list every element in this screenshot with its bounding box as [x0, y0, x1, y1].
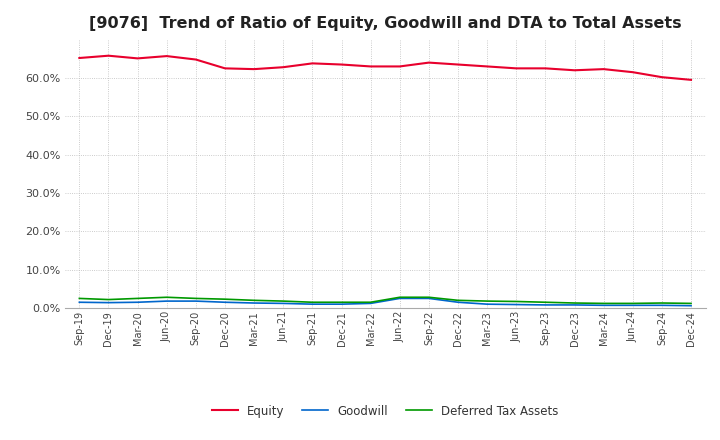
Legend: Equity, Goodwill, Deferred Tax Assets: Equity, Goodwill, Deferred Tax Assets — [207, 400, 564, 422]
Goodwill — [192, 298, 200, 304]
Goodwill — [250, 301, 258, 306]
Goodwill — [337, 301, 346, 307]
Deferred Tax Assets — [483, 298, 492, 304]
Goodwill — [133, 300, 142, 305]
Goodwill — [279, 301, 287, 306]
Equity — [308, 61, 317, 66]
Deferred Tax Assets — [687, 301, 696, 306]
Line: Equity: Equity — [79, 56, 691, 80]
Deferred Tax Assets — [570, 301, 579, 306]
Goodwill — [395, 296, 404, 301]
Equity — [395, 64, 404, 69]
Goodwill — [454, 300, 462, 305]
Equity — [541, 66, 550, 71]
Equity — [75, 55, 84, 61]
Deferred Tax Assets — [163, 295, 171, 300]
Equity — [570, 68, 579, 73]
Goodwill — [512, 302, 521, 307]
Goodwill — [75, 300, 84, 305]
Equity — [454, 62, 462, 67]
Goodwill — [541, 302, 550, 308]
Goodwill — [570, 302, 579, 308]
Deferred Tax Assets — [657, 301, 666, 306]
Deferred Tax Assets — [75, 296, 84, 301]
Line: Deferred Tax Assets: Deferred Tax Assets — [79, 297, 691, 304]
Equity — [163, 53, 171, 59]
Goodwill — [366, 301, 375, 306]
Title: [9076]  Trend of Ratio of Equity, Goodwill and DTA to Total Assets: [9076] Trend of Ratio of Equity, Goodwil… — [89, 16, 682, 32]
Deferred Tax Assets — [192, 296, 200, 301]
Deferred Tax Assets — [512, 299, 521, 304]
Goodwill — [163, 298, 171, 304]
Deferred Tax Assets — [133, 296, 142, 301]
Deferred Tax Assets — [599, 301, 608, 306]
Equity — [512, 66, 521, 71]
Equity — [629, 70, 637, 75]
Equity — [425, 60, 433, 65]
Deferred Tax Assets — [308, 300, 317, 305]
Goodwill — [657, 303, 666, 308]
Equity — [279, 65, 287, 70]
Equity — [687, 77, 696, 82]
Equity — [133, 56, 142, 61]
Deferred Tax Assets — [454, 298, 462, 303]
Equity — [250, 66, 258, 72]
Goodwill — [220, 300, 229, 305]
Goodwill — [687, 303, 696, 308]
Deferred Tax Assets — [425, 295, 433, 300]
Equity — [192, 57, 200, 62]
Deferred Tax Assets — [279, 298, 287, 304]
Equity — [220, 66, 229, 71]
Equity — [657, 74, 666, 80]
Deferred Tax Assets — [337, 300, 346, 305]
Deferred Tax Assets — [250, 298, 258, 303]
Equity — [366, 64, 375, 69]
Deferred Tax Assets — [220, 297, 229, 302]
Line: Goodwill: Goodwill — [79, 298, 691, 306]
Goodwill — [483, 301, 492, 307]
Goodwill — [629, 303, 637, 308]
Deferred Tax Assets — [629, 301, 637, 306]
Equity — [483, 64, 492, 69]
Goodwill — [425, 296, 433, 301]
Goodwill — [104, 300, 113, 305]
Equity — [104, 53, 113, 59]
Equity — [337, 62, 346, 67]
Equity — [599, 66, 608, 72]
Deferred Tax Assets — [104, 297, 113, 302]
Goodwill — [599, 303, 608, 308]
Goodwill — [308, 301, 317, 307]
Deferred Tax Assets — [395, 295, 404, 300]
Deferred Tax Assets — [366, 300, 375, 305]
Deferred Tax Assets — [541, 300, 550, 305]
